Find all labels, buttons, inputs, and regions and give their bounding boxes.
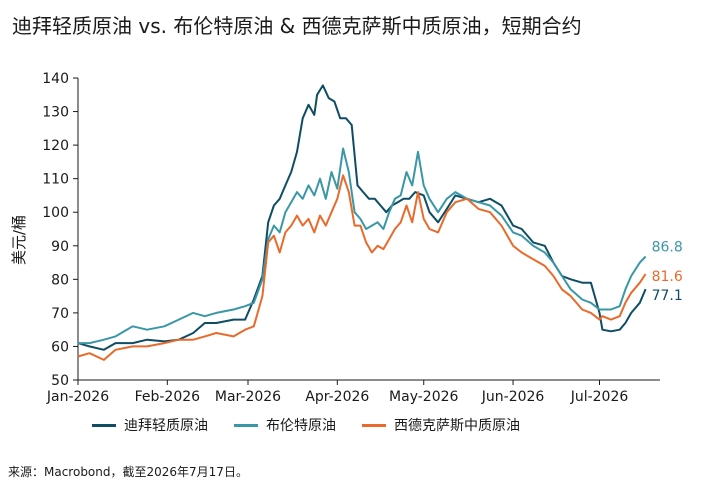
- legend-swatch-dubai: [92, 423, 116, 427]
- legend-swatch-brent: [234, 423, 258, 427]
- y-tick-label: 100: [42, 205, 69, 221]
- chart-legend: 迪拜轻质原油 布伦特原油 西德克萨斯中质原油: [92, 415, 520, 435]
- series-line-dubai: [77, 84, 647, 351]
- y-tick-label: 80: [51, 272, 69, 288]
- legend-label-dubai: 迪拜轻质原油: [124, 418, 208, 434]
- end-label-brent: 86.8: [652, 240, 683, 256]
- chart-title: 迪拜轻质原油 vs. 布伦特原油 & 西德克萨斯中质原油，短期合约: [12, 14, 582, 38]
- y-tick-label: 130: [42, 105, 69, 121]
- y-axis-label: 美元/桶: [10, 215, 28, 265]
- y-tick-label: 120: [42, 138, 69, 154]
- x-tick-label: Feb-2026: [135, 389, 201, 405]
- legend-label-brent: 布伦特原油: [266, 418, 336, 434]
- y-tick-label: 110: [42, 172, 69, 188]
- legend-swatch-wti: [362, 423, 386, 427]
- x-tick-label: May-2026: [389, 389, 458, 405]
- y-tick-label: 50: [51, 373, 69, 389]
- series-line-wti: [77, 174, 647, 361]
- y-tick-label: 90: [51, 239, 69, 255]
- line-chart: 50 60 70 80 90 100 110 120 130 140 Jan-2026 Feb-20…: [10, 71, 683, 405]
- legend-item-wti: 西德克萨斯中质原油: [362, 415, 520, 435]
- end-label-wti: 81.6: [652, 269, 683, 285]
- series-line-brent: [78, 147, 647, 345]
- x-tick-label: Jun-2026: [481, 389, 545, 405]
- end-label-dubai: 77.1: [652, 288, 683, 304]
- y-tick-label: 140: [42, 71, 69, 87]
- x-tick-label: Jul-2026: [570, 389, 629, 405]
- y-tick-label: 60: [51, 339, 69, 355]
- x-tick-label: Mar-2026: [215, 389, 281, 405]
- source-note: 来源：Macrobond，截至2026年7月17日。: [8, 465, 248, 479]
- legend-item-dubai: 迪拜轻质原油: [92, 415, 208, 435]
- x-tick-label: Jan-2026: [46, 389, 109, 405]
- x-tick-label: Apr-2026: [305, 389, 369, 405]
- legend-label-wti: 西德克萨斯中质原油: [394, 418, 520, 434]
- legend-item-brent: 布伦特原油: [234, 415, 336, 435]
- y-tick-label: 70: [51, 306, 69, 322]
